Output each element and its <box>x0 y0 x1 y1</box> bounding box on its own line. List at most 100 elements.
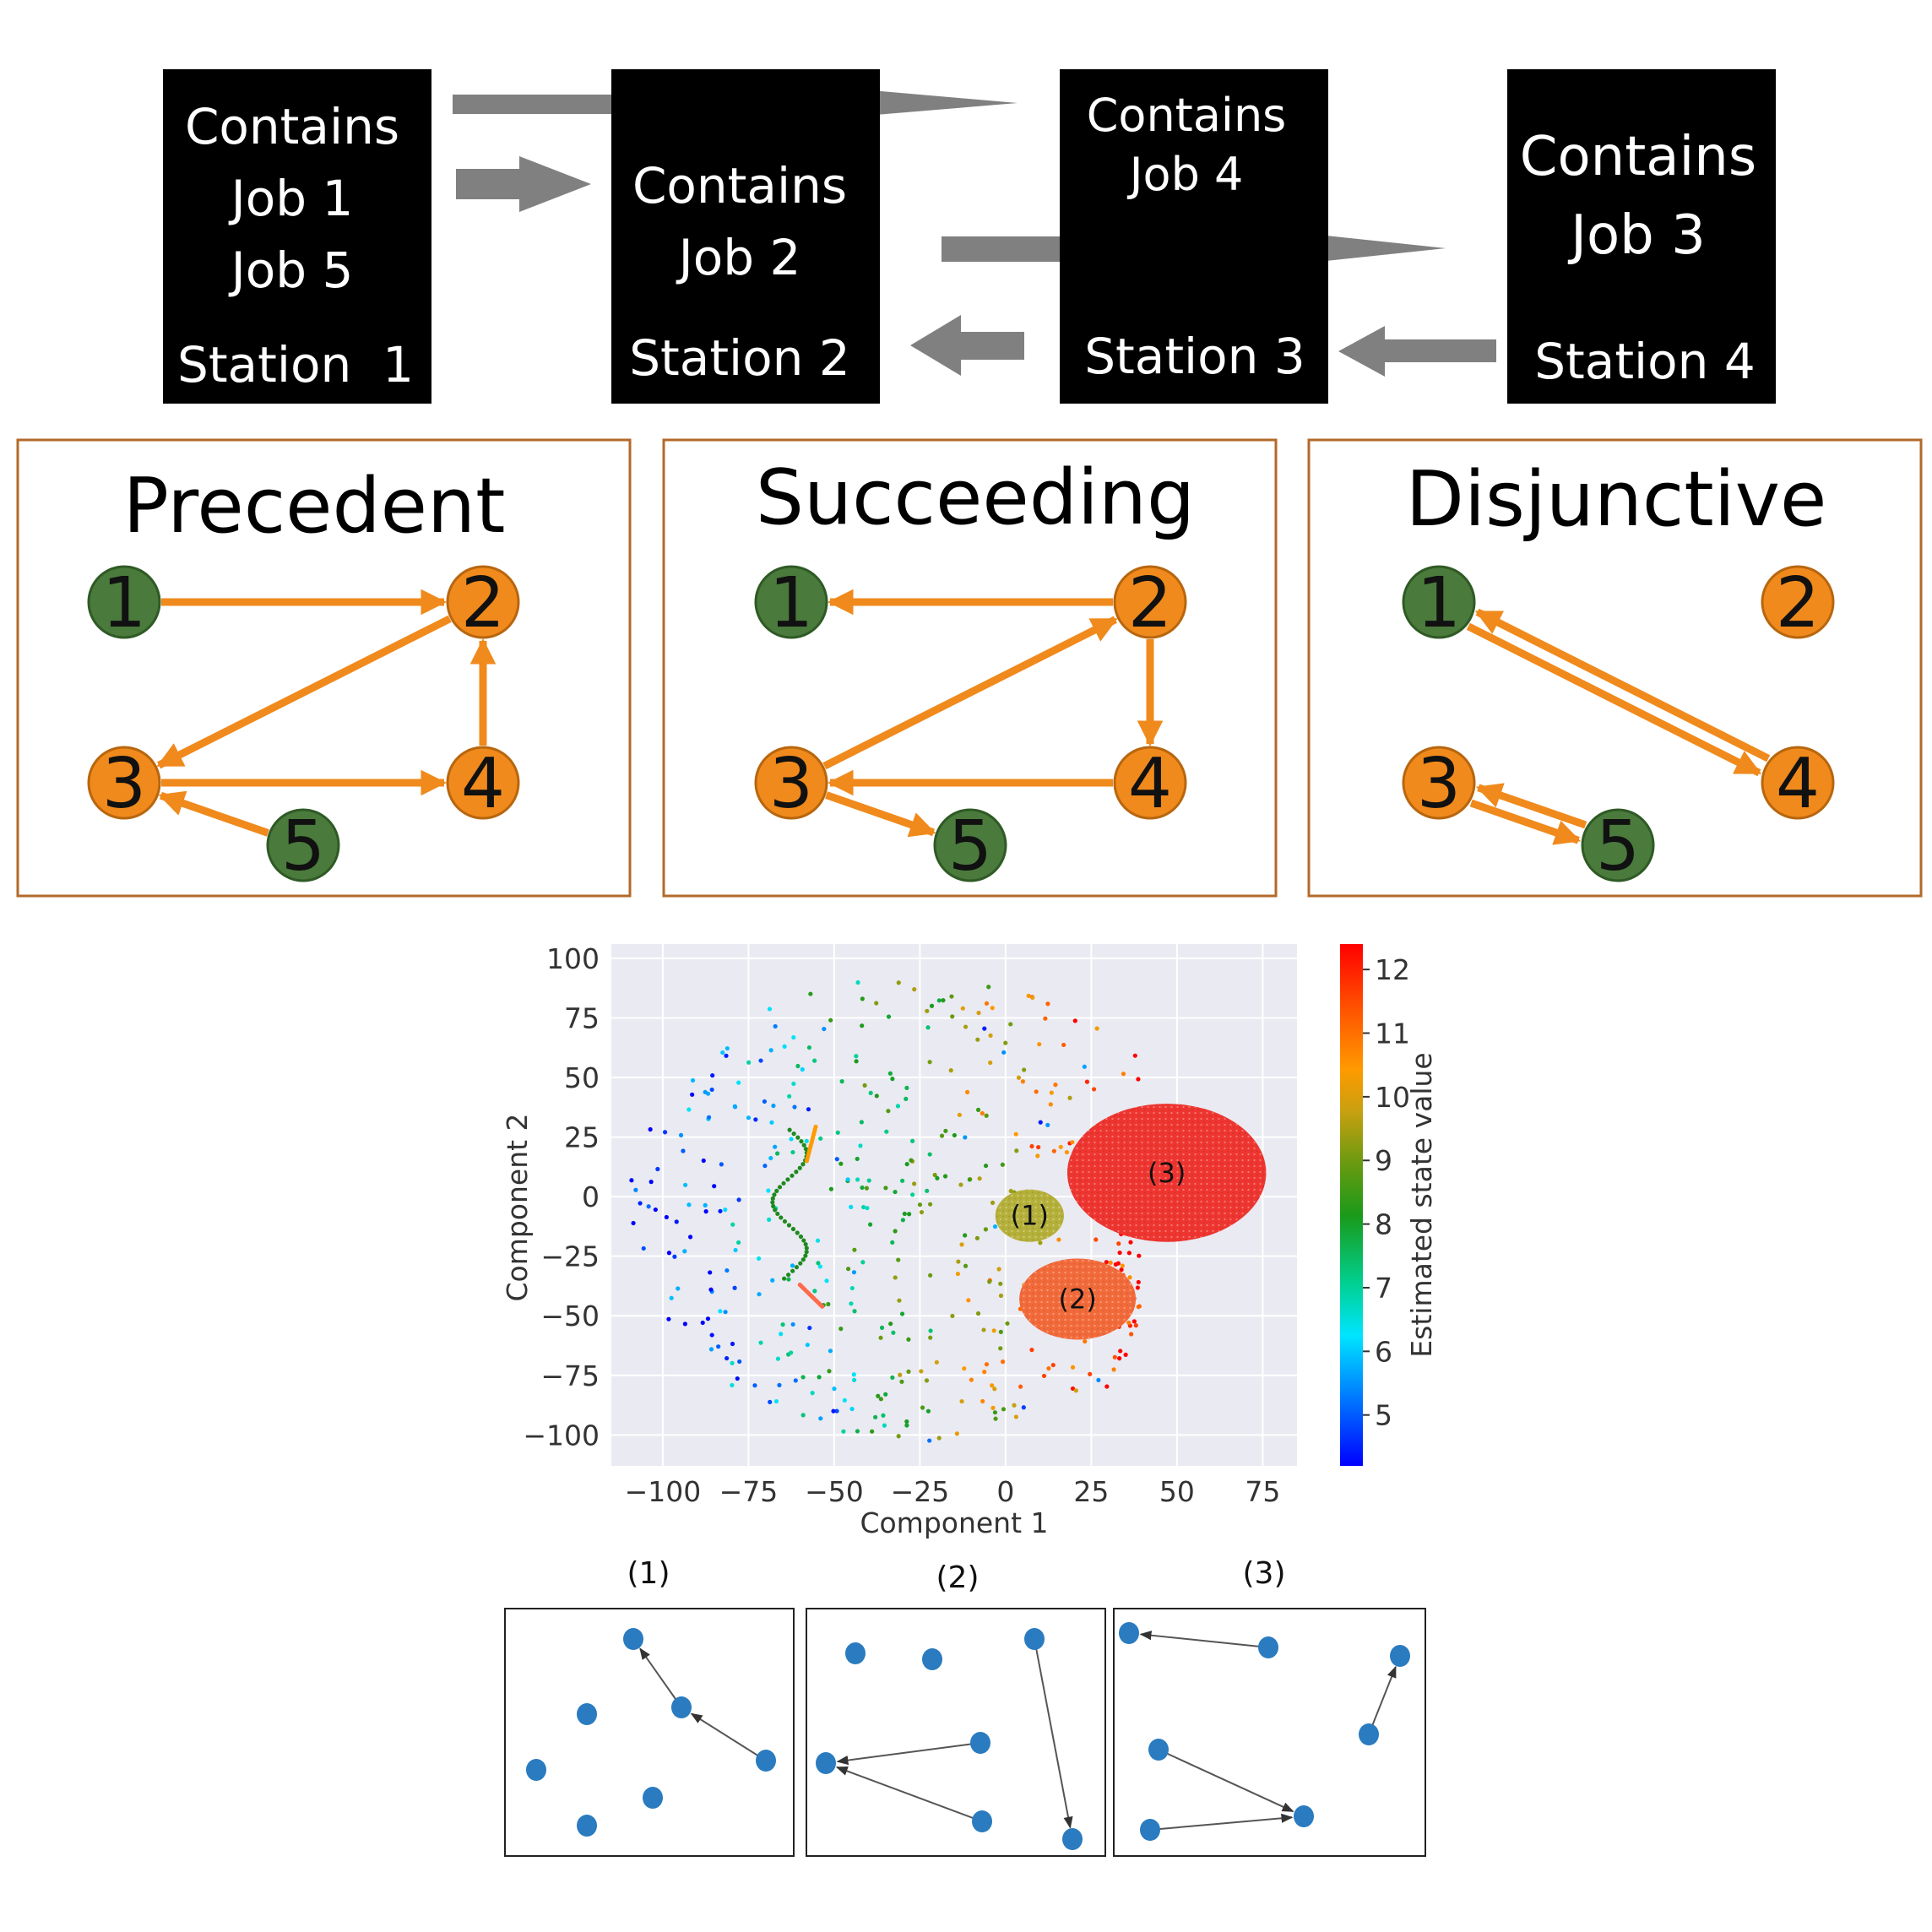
scatter-point <box>868 1090 873 1095</box>
scatter-point <box>687 1107 692 1112</box>
scatter-point <box>865 1206 870 1211</box>
scatter-point <box>674 1219 679 1224</box>
scatter-point <box>1050 1362 1056 1368</box>
scatter-point <box>1064 1149 1069 1155</box>
y-axis-label: Component 2 <box>501 1113 534 1301</box>
scatter-point <box>705 1316 711 1321</box>
mini-node <box>1062 1828 1083 1850</box>
scatter-point <box>904 1162 909 1167</box>
scatter-point <box>1136 1077 1141 1082</box>
scatter-point <box>687 1202 692 1208</box>
scatter-point <box>1003 1040 1008 1045</box>
colorbar-tick-label: 7 <box>1375 1272 1392 1305</box>
scatter-point <box>1048 1102 1053 1107</box>
x-tick-label: −100 <box>625 1475 702 1508</box>
y-tick-label: 25 <box>564 1121 600 1154</box>
scatter-point <box>795 1135 800 1140</box>
scatter-point <box>1046 1365 1051 1371</box>
scatter-point <box>780 1322 785 1327</box>
scatter-point <box>990 1405 996 1410</box>
scatter-point <box>896 980 901 985</box>
scatter-point <box>928 1335 933 1340</box>
scatter-point <box>862 1083 867 1088</box>
scatter-point <box>771 1203 776 1209</box>
scatter-point <box>706 1115 712 1120</box>
edge-5-to-3 <box>158 790 269 837</box>
station-1-name: Station 1 <box>177 336 414 393</box>
node-circle-3 <box>754 746 828 820</box>
y-tick-label: 50 <box>564 1061 600 1094</box>
scatter-point <box>859 1120 864 1125</box>
scatter-point <box>786 1277 791 1282</box>
scatter-point <box>1104 1384 1110 1389</box>
scatter-point <box>991 1328 996 1333</box>
mini-node <box>1024 1628 1045 1650</box>
scatter-point <box>789 1137 794 1142</box>
node-circle-5 <box>933 808 1007 882</box>
scatter-point <box>1070 1386 1076 1392</box>
scatter-point <box>1084 1079 1090 1084</box>
scatter-point <box>806 1045 812 1050</box>
mini-node <box>671 1696 692 1718</box>
flow-arrow-short-1 <box>456 156 591 212</box>
scatter-point <box>1132 1319 1137 1324</box>
x-axis-label: Component 1 <box>860 1506 1048 1539</box>
colorbar-ticks: 5 6 7 8 9 10 11 12 <box>1363 953 1410 1432</box>
scatter-point <box>804 1245 809 1251</box>
scatter-point <box>735 1376 740 1381</box>
station-2-name: Station 2 <box>629 329 850 387</box>
node-label-2: 2 <box>1776 563 1820 643</box>
scatter-point <box>855 1177 860 1182</box>
scatter-point <box>724 1045 730 1051</box>
scatter-point <box>852 1309 857 1314</box>
scatter-point <box>1132 1053 1137 1058</box>
scatter-point <box>886 1014 892 1019</box>
scatter-point <box>768 1399 773 1404</box>
station-2-line-2: Job 2 <box>676 229 801 286</box>
scatter-point <box>800 1413 806 1418</box>
scatter-point <box>883 1186 888 1191</box>
scatter-point <box>849 1285 855 1291</box>
mini-edge <box>1149 1813 1294 1831</box>
scatter-point <box>855 980 860 985</box>
scatter-point <box>890 1375 895 1380</box>
scatter-point <box>851 1372 856 1377</box>
scatter-point <box>987 1279 992 1284</box>
scatter-point <box>669 1295 674 1300</box>
scatter-point <box>730 1382 735 1388</box>
scatter-point <box>678 1132 684 1137</box>
scatter-point <box>900 1178 905 1183</box>
scatter-point <box>852 1377 857 1382</box>
scatter-point <box>935 1175 940 1180</box>
scatter-point <box>904 1423 909 1428</box>
scatter-point <box>919 1209 925 1215</box>
scatter-point <box>1058 1144 1063 1149</box>
scatter-point <box>861 1204 866 1210</box>
colorbar-tick-label: 8 <box>1375 1208 1392 1241</box>
scatter-point <box>964 1089 970 1094</box>
edge-2-to-3 <box>156 615 452 769</box>
scatter-point <box>902 1211 907 1217</box>
scatter-point <box>941 998 946 1003</box>
scatter-point <box>832 1387 837 1392</box>
scatter-point <box>939 1133 945 1138</box>
scatter-point <box>719 1162 724 1167</box>
x-tick-label: −75 <box>719 1475 779 1508</box>
scatter-point <box>934 1359 939 1365</box>
scatter-point <box>1088 1371 1093 1376</box>
scatter-point <box>794 1265 800 1270</box>
scatter-point <box>1037 1042 1042 1047</box>
scatter-point <box>909 1158 914 1163</box>
mini-node <box>922 1648 942 1670</box>
scatter-point <box>1136 1279 1141 1285</box>
scatter-point <box>952 1132 957 1138</box>
scatter-point <box>793 1378 798 1383</box>
scatter-point <box>874 1001 879 1006</box>
scatter-point <box>790 1149 795 1155</box>
scatter-point <box>904 1085 909 1091</box>
scatter-point <box>1073 1388 1078 1393</box>
scatter-point <box>873 1414 878 1419</box>
scatter-point <box>664 1214 669 1220</box>
scatter-point <box>886 1109 891 1114</box>
